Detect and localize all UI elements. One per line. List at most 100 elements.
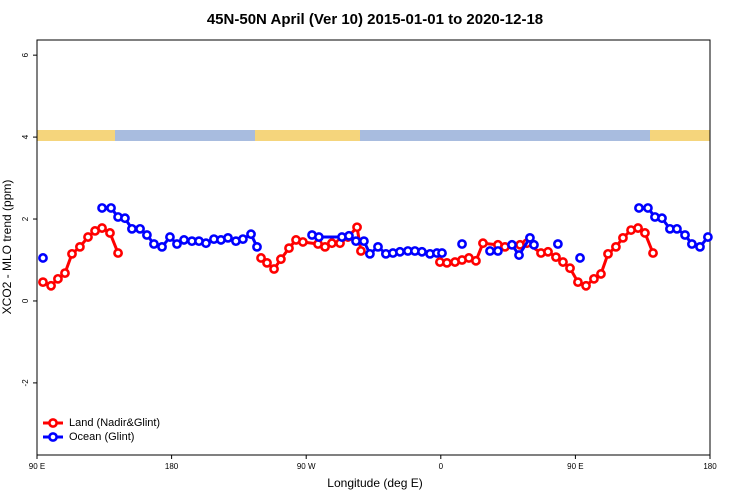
legend-marker	[48, 418, 58, 428]
point	[252, 241, 262, 252]
point	[298, 237, 308, 247]
chart-title: 45N-50N April (Ver 10) 2015-01-01 to 202…	[207, 11, 543, 28]
point	[581, 280, 591, 291]
point	[53, 273, 63, 284]
point	[106, 203, 116, 213]
point	[603, 248, 613, 259]
plot-frame	[36, 39, 711, 456]
point	[238, 234, 248, 245]
point	[507, 239, 517, 250]
point	[373, 241, 383, 252]
y-tick-label: 6	[21, 52, 30, 57]
point	[172, 239, 182, 249]
point	[589, 273, 599, 284]
point	[565, 263, 575, 274]
point	[640, 228, 650, 238]
y-tick-label: -2	[21, 379, 30, 387]
point	[262, 257, 272, 268]
legend-label: Land (Nadir&Glint)	[69, 417, 160, 429]
point	[633, 223, 643, 233]
point	[471, 255, 481, 266]
point	[657, 213, 667, 224]
point	[442, 257, 452, 268]
point	[165, 232, 175, 242]
point	[38, 277, 48, 288]
point	[365, 248, 375, 259]
y-tick-label: 4	[21, 134, 30, 139]
y-tick-label: 2	[21, 216, 30, 221]
point	[149, 239, 159, 249]
point	[75, 241, 85, 252]
x-tick-label: 90 E	[29, 462, 45, 471]
point	[223, 232, 233, 243]
point	[105, 228, 115, 238]
point	[457, 239, 467, 249]
x-tick-label: 180	[703, 462, 717, 471]
point	[553, 239, 563, 249]
point	[327, 238, 337, 249]
point	[284, 243, 294, 254]
point	[558, 257, 568, 267]
point	[97, 203, 107, 213]
point	[142, 230, 152, 240]
point	[493, 246, 503, 256]
point	[437, 248, 447, 258]
point	[351, 236, 361, 247]
point	[157, 241, 167, 252]
point	[596, 269, 606, 279]
point	[246, 229, 256, 240]
point	[352, 222, 362, 233]
point	[46, 280, 56, 291]
point	[256, 253, 266, 263]
point	[60, 268, 70, 279]
point	[97, 223, 107, 233]
point	[417, 246, 427, 257]
point	[648, 248, 658, 258]
point	[269, 264, 279, 274]
y-axis-label: XCO2 - MLO trend (ppm)	[0, 180, 14, 315]
point	[201, 238, 211, 249]
point	[573, 277, 583, 288]
point	[38, 253, 48, 263]
point	[179, 235, 189, 245]
x-tick-label: 90 W	[297, 462, 316, 471]
legend-marker	[48, 432, 58, 442]
point	[127, 223, 137, 234]
point	[514, 250, 524, 260]
point	[551, 252, 561, 263]
point	[356, 246, 366, 256]
point	[687, 239, 697, 249]
point	[643, 203, 653, 213]
x-tick-label: 180	[165, 462, 179, 471]
point	[395, 246, 405, 257]
legend-label: Ocean (Glint)	[69, 431, 134, 443]
point	[485, 246, 495, 256]
land-ocean-strip	[37, 130, 710, 141]
point	[67, 248, 77, 259]
y-tick-label: 0	[21, 298, 30, 303]
point	[135, 223, 145, 234]
point	[83, 232, 93, 242]
point	[703, 232, 713, 242]
point	[611, 241, 621, 252]
point	[359, 236, 369, 247]
point	[634, 203, 644, 213]
point	[113, 248, 123, 258]
point	[276, 254, 286, 265]
point	[120, 213, 130, 224]
point	[525, 232, 535, 243]
point	[618, 232, 628, 243]
x-tick-label: 0	[439, 462, 444, 471]
point	[344, 230, 354, 241]
point	[529, 239, 539, 250]
x-tick-label: 90 E	[567, 462, 583, 471]
point	[543, 246, 553, 257]
point	[695, 241, 705, 252]
point	[478, 238, 488, 249]
point	[680, 230, 690, 240]
point	[314, 232, 324, 242]
x-axis-label: Longitude (deg E)	[327, 476, 422, 490]
point	[320, 241, 330, 252]
point	[672, 223, 682, 234]
